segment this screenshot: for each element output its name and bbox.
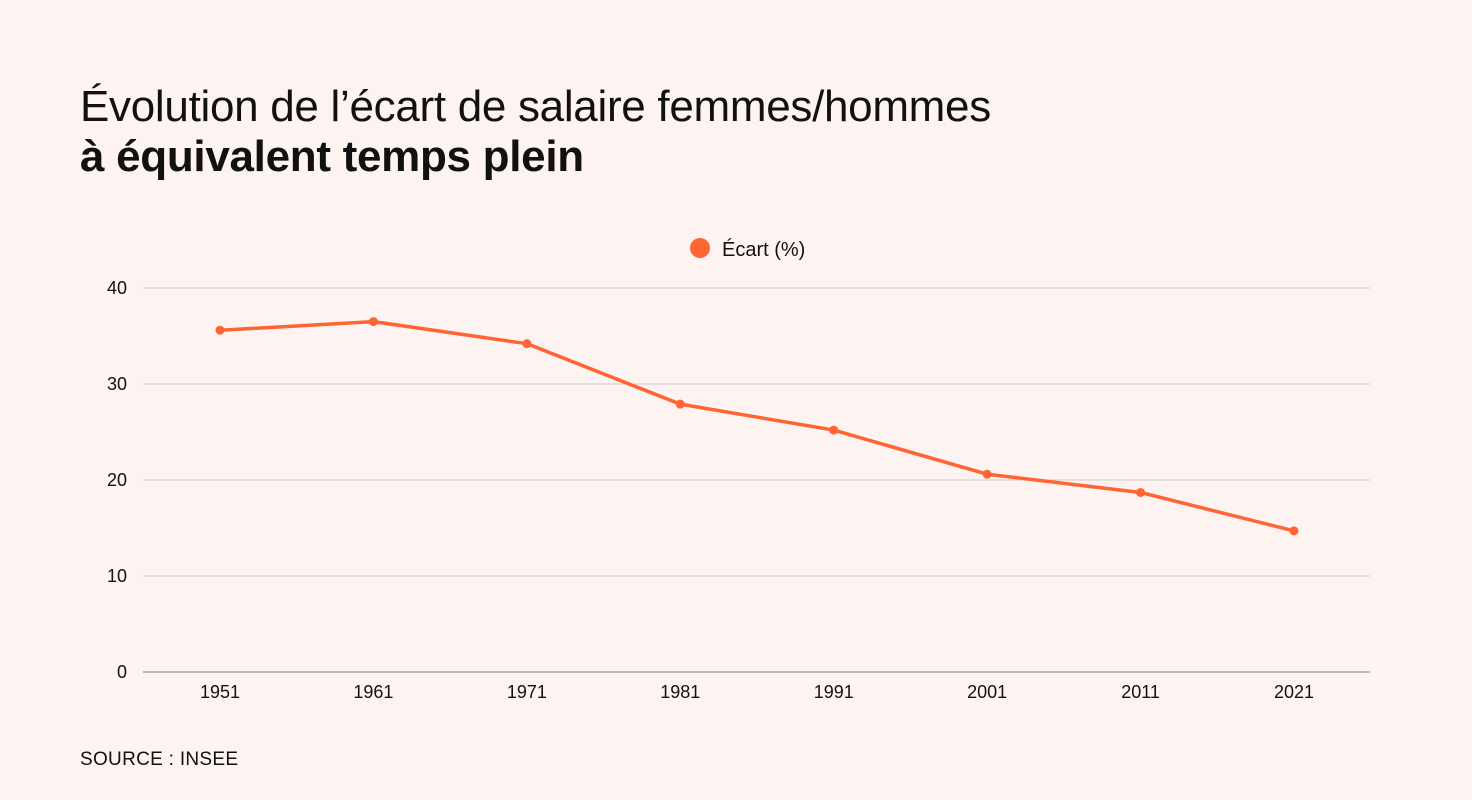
x-axis: 1951 1961 1971 1981 1991 2001 2011 2021 (200, 682, 1314, 702)
x-tick-label: 1961 (353, 682, 393, 702)
x-tick-label: 2021 (1274, 682, 1314, 702)
data-point[interactable] (1136, 487, 1146, 497)
y-tick-label: 20 (107, 470, 127, 490)
y-tick-label: 40 (107, 278, 127, 298)
chart-series (215, 317, 1299, 536)
x-tick-label: 1951 (200, 682, 240, 702)
data-point[interactable] (675, 399, 685, 409)
x-tick-label: 1981 (660, 682, 700, 702)
y-tick-label: 0 (117, 662, 127, 682)
y-tick-label: 10 (107, 566, 127, 586)
chart-title: Évolution de l’écart de salaire femmes/h… (80, 82, 991, 182)
chart-gridlines (143, 287, 1370, 673)
y-tick-label: 30 (107, 374, 127, 394)
x-tick-label: 2011 (1121, 682, 1160, 702)
data-point[interactable] (829, 425, 839, 435)
data-point[interactable] (1289, 526, 1299, 536)
x-tick-label: 1991 (814, 682, 854, 702)
legend-marker (690, 238, 710, 258)
source-note: SOURCE : INSEE (80, 749, 239, 770)
chart-title-line1: Évolution de l’écart de salaire femmes/h… (80, 82, 991, 131)
data-point[interactable] (215, 325, 225, 335)
series-line (218, 319, 1296, 533)
chart-legend: Écart (%) (690, 238, 805, 261)
chart-title-line2: à équivalent temps plein (80, 132, 584, 181)
data-point[interactable] (522, 339, 532, 349)
y-axis: 0 10 20 30 40 (107, 278, 127, 682)
legend-label: Écart (%) (722, 238, 805, 261)
x-tick-label: 2001 (967, 682, 1007, 702)
data-point[interactable] (982, 469, 992, 479)
data-point[interactable] (368, 317, 378, 327)
x-tick-label: 1971 (507, 682, 547, 702)
